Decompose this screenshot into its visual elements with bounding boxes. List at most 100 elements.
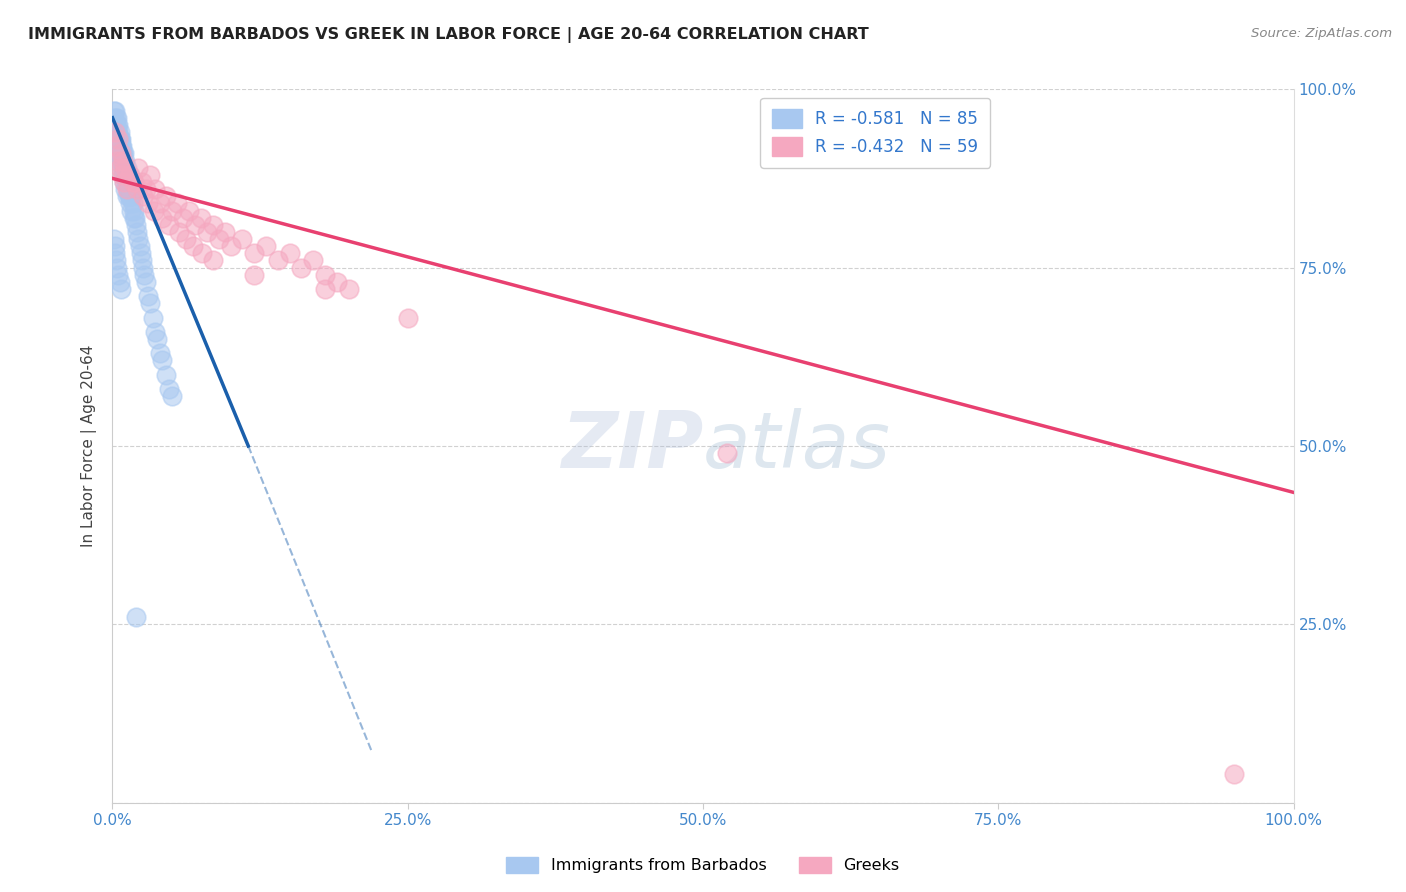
Point (155, 368, 177, 382)
Point (142, 203, 165, 218)
Point (143, 325, 166, 339)
Point (167, 225, 190, 239)
Point (150, 211, 173, 225)
Point (108, 132, 131, 146)
Point (127, 161, 149, 175)
Point (157, 382, 180, 396)
Point (104, 246, 127, 260)
Point (105, 111, 128, 125)
Point (243, 268, 266, 282)
Point (108, 161, 131, 175)
Point (107, 132, 129, 146)
Point (111, 139, 134, 153)
Point (278, 246, 301, 260)
Point (314, 268, 336, 282)
Point (114, 168, 136, 182)
Point (201, 218, 224, 232)
Point (122, 203, 145, 218)
Point (107, 146, 129, 161)
Point (184, 218, 207, 232)
Point (139, 168, 162, 182)
Point (120, 196, 142, 211)
Point (103, 111, 125, 125)
Point (128, 239, 150, 253)
Point (122, 175, 145, 189)
Point (111, 168, 134, 182)
Point (231, 232, 253, 246)
Point (105, 132, 128, 146)
Point (117, 168, 139, 182)
Point (105, 253, 128, 268)
Point (149, 196, 172, 211)
Point (120, 203, 142, 218)
Point (110, 139, 132, 153)
Point (107, 268, 129, 282)
Point (117, 182, 139, 196)
Legend: R = -0.581   N = 85, R = -0.432   N = 59: R = -0.581 N = 85, R = -0.432 N = 59 (761, 97, 990, 168)
Point (1223, 767, 1246, 781)
Point (132, 189, 155, 203)
Point (111, 161, 134, 175)
Point (134, 268, 156, 282)
Point (121, 175, 143, 189)
Point (112, 161, 135, 175)
Point (135, 182, 157, 196)
Point (149, 346, 172, 360)
Point (122, 211, 145, 225)
Point (125, 610, 148, 624)
Point (290, 260, 312, 275)
Point (112, 146, 135, 161)
Point (108, 132, 131, 146)
Point (115, 189, 138, 203)
Point (105, 125, 128, 139)
Point (120, 189, 142, 203)
Point (131, 253, 153, 268)
Point (302, 253, 325, 268)
Point (108, 125, 131, 139)
Point (104, 103, 127, 118)
Point (214, 225, 236, 239)
Point (143, 182, 166, 196)
Point (105, 139, 128, 153)
Point (127, 225, 149, 239)
Text: IMMIGRANTS FROM BARBADOS VS GREEK IN LABOR FORCE | AGE 20-64 CORRELATION CHART: IMMIGRANTS FROM BARBADOS VS GREEK IN LAB… (28, 27, 869, 43)
Point (136, 196, 159, 211)
Point (172, 211, 194, 225)
Point (166, 196, 188, 211)
Point (111, 146, 134, 161)
Point (131, 175, 153, 189)
Point (179, 203, 201, 218)
Point (105, 260, 128, 275)
Point (139, 296, 162, 310)
Y-axis label: In Labor Force | Age 20-64: In Labor Force | Age 20-64 (80, 345, 97, 547)
Point (112, 168, 135, 182)
Point (120, 189, 142, 203)
Point (146, 332, 169, 346)
Point (112, 161, 135, 175)
Point (110, 282, 132, 296)
Point (110, 153, 132, 168)
Point (129, 246, 152, 260)
Point (115, 161, 138, 175)
Point (195, 225, 218, 239)
Point (104, 239, 127, 253)
Point (132, 260, 155, 275)
Point (157, 218, 180, 232)
Text: Source: ZipAtlas.com: Source: ZipAtlas.com (1251, 27, 1392, 40)
Point (254, 239, 277, 253)
Point (118, 175, 141, 189)
Point (201, 253, 224, 268)
Point (190, 211, 212, 225)
Point (115, 175, 138, 189)
Point (716, 446, 738, 460)
Point (112, 175, 135, 189)
Point (243, 246, 266, 260)
Point (124, 211, 146, 225)
Point (105, 111, 128, 125)
Point (326, 275, 349, 289)
Point (110, 139, 132, 153)
Point (155, 189, 177, 203)
Point (103, 103, 125, 118)
Point (107, 132, 129, 146)
Point (110, 132, 132, 146)
